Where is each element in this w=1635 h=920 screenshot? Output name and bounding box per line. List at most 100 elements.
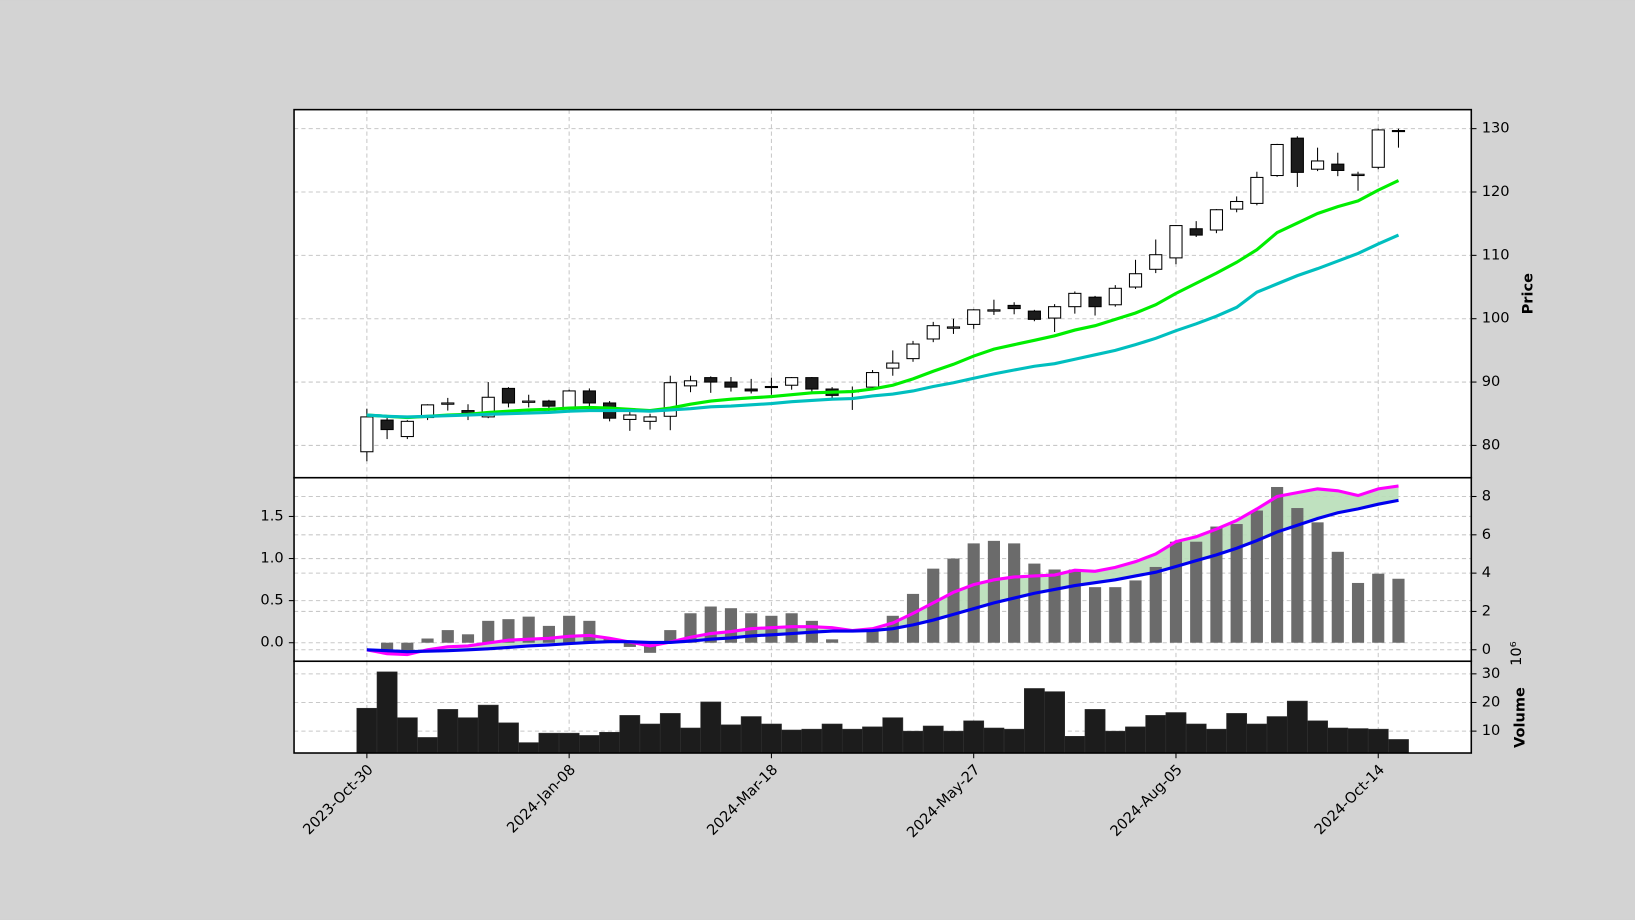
volume-bar <box>943 730 964 754</box>
volume-bar <box>1165 712 1187 754</box>
candle-body <box>380 419 394 431</box>
volume-bar <box>1286 700 1308 754</box>
layer-frame <box>288 108 1477 759</box>
volume-bar <box>983 727 1005 754</box>
candle-body <box>582 390 596 404</box>
volume-bar <box>1388 739 1409 754</box>
candle-body <box>1250 176 1264 204</box>
candle-body <box>1088 296 1102 308</box>
volume-bar <box>1246 723 1268 754</box>
histogram-bar <box>1129 580 1142 643</box>
y-tick-label: 10 <box>1482 722 1501 739</box>
candle-body <box>1108 287 1122 306</box>
y-tick-label: 4 <box>1482 564 1491 581</box>
candle-body <box>967 309 981 325</box>
volume-bar <box>498 722 519 754</box>
volume-bar <box>1024 688 1045 754</box>
y-tick-label: 1.0 <box>260 550 283 567</box>
y-axis-label: Price <box>1520 273 1537 315</box>
volume-bar <box>1104 730 1126 754</box>
candle-body <box>1230 200 1244 210</box>
candle-body <box>1331 163 1345 171</box>
y-tick-label: 110 <box>1482 246 1510 263</box>
volume-bar <box>578 735 600 754</box>
y-tick-label: 80 <box>1482 436 1501 453</box>
volume-bar <box>1347 728 1369 754</box>
candle-body <box>542 400 556 407</box>
histogram-bar <box>1149 566 1162 643</box>
candle-body <box>1351 173 1365 177</box>
candle-body <box>360 416 374 453</box>
y-tick-label: 130 <box>1482 120 1510 137</box>
volume-bar <box>437 709 459 754</box>
candle-body <box>1371 129 1385 168</box>
histogram-bar <box>542 625 555 643</box>
volume-bar <box>882 717 904 754</box>
histogram-bar <box>664 630 677 643</box>
volume-bar <box>1185 723 1207 754</box>
volume-bar <box>1145 715 1167 754</box>
histogram-bar <box>1392 578 1405 643</box>
y-tick-label: 0 <box>1482 641 1491 658</box>
histogram-bar <box>1088 587 1102 643</box>
volume-bar <box>922 725 944 754</box>
candle-body <box>1290 137 1304 173</box>
histogram-bar <box>1271 486 1284 643</box>
candle-body <box>805 377 819 390</box>
volume-bar <box>761 723 782 754</box>
volume-bar <box>1327 727 1349 754</box>
volume-bar <box>801 728 823 754</box>
histogram-bar <box>461 634 475 643</box>
histogram-bar <box>421 638 434 643</box>
volume-bar <box>1266 716 1288 754</box>
volume-bar <box>963 720 985 754</box>
volume-bar <box>700 701 722 754</box>
volume-bar <box>538 732 560 754</box>
histogram-bar <box>643 642 657 653</box>
layer-marks <box>356 128 1409 754</box>
histogram-bar <box>1048 569 1061 643</box>
histogram-bar <box>502 619 515 643</box>
volume-bar <box>862 726 883 754</box>
y-tick-label: 1.5 <box>260 507 283 524</box>
histogram-bar <box>987 540 1000 643</box>
histogram-bar <box>1169 541 1183 643</box>
y-tick-label: 20 <box>1482 693 1501 710</box>
candle-body <box>946 326 961 329</box>
candle-body <box>886 362 900 369</box>
histogram-bar <box>583 620 596 643</box>
histogram-bar <box>1210 526 1223 643</box>
volume-bar <box>518 742 540 754</box>
moving-average-line <box>366 179 1400 420</box>
histogram-bar <box>866 629 879 643</box>
histogram-bar <box>1190 541 1203 643</box>
volume-bar <box>720 724 742 754</box>
y-axis-label: Volume <box>1511 687 1528 748</box>
candle-body <box>522 400 536 403</box>
volume-bar <box>1226 713 1248 754</box>
volume-bar <box>1044 691 1065 754</box>
histogram-bar <box>1291 508 1304 643</box>
histogram-bar <box>441 630 454 643</box>
histogram-bar <box>482 620 495 643</box>
volume-bar <box>1307 720 1328 754</box>
y-tick-label: 100 <box>1482 310 1510 327</box>
y-tick-label: 0.0 <box>260 634 283 651</box>
volume-bar <box>639 723 661 754</box>
volume-bar <box>781 729 803 754</box>
candle-body <box>724 381 738 388</box>
candle-body <box>1391 130 1406 133</box>
histogram-bar <box>947 558 960 643</box>
histogram-bar <box>1250 510 1263 643</box>
histogram-bar <box>967 543 980 643</box>
moving-average-line <box>366 233 1400 419</box>
volume-bar <box>457 717 479 754</box>
histogram-bar <box>724 608 738 643</box>
candle-body <box>1048 306 1062 319</box>
y-tick-label: 0.5 <box>260 592 283 609</box>
candle-body <box>1310 160 1325 170</box>
histogram-bar <box>927 568 940 643</box>
histogram-bar <box>826 639 839 643</box>
volume-bar <box>477 704 499 754</box>
histogram-bar <box>906 593 920 643</box>
